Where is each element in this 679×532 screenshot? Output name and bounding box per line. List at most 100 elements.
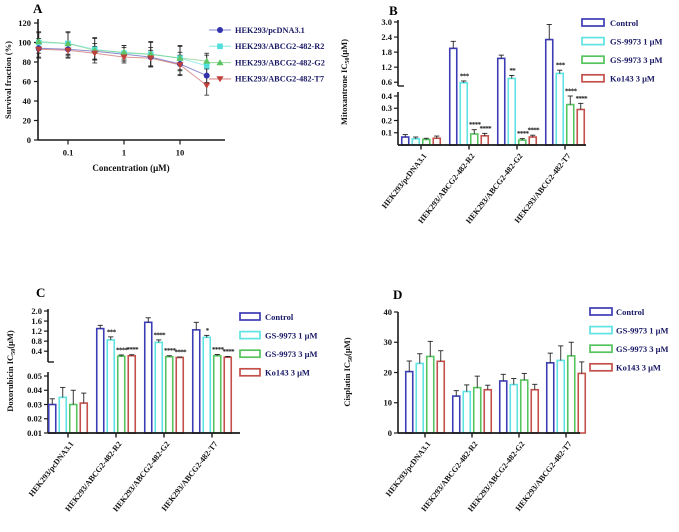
bar — [79, 402, 89, 434]
y-tick-label: 2.4 — [381, 32, 392, 42]
x-tick-label: 1 — [122, 148, 126, 158]
panel-d: 0 10 20 30 40 HEK293/pcDNA3.1 HEK293/ABCG2-482… — [330, 266, 679, 532]
bar — [68, 403, 78, 434]
x-tick-label: 0.1 — [63, 148, 74, 158]
panel-letter-c: C — [36, 285, 46, 300]
data-point — [64, 47, 72, 54]
data-point — [176, 62, 184, 69]
y-tick-label: 0.2 — [381, 115, 392, 125]
bar — [127, 354, 137, 434]
significance-marker: **** — [126, 346, 139, 354]
bar — [509, 383, 519, 434]
bar — [556, 359, 566, 434]
y-tick-label: 120 — [18, 18, 31, 28]
bar — [566, 355, 576, 434]
significance-marker: **** — [222, 348, 235, 356]
bar — [143, 321, 153, 434]
y-tick-label: 0.03 — [27, 399, 42, 409]
bar — [530, 388, 540, 434]
data-point — [203, 63, 210, 69]
significance-marker: **** — [116, 346, 129, 354]
legend-swatch — [239, 330, 261, 340]
bar — [425, 355, 435, 434]
mitoxantrone-ic50-bar-chart: 0.61.21.82.43.00.10.20.30.4*************… — [339, 17, 663, 226]
y-tick-label: 0.04 — [27, 385, 43, 395]
bar — [202, 336, 212, 434]
bar — [411, 138, 421, 146]
panel-c: 0.4 0.8 1.2 1.6 2.0 0.01 0.02 0.03 0.04 0.05 *** **… — [0, 266, 340, 532]
data-point — [217, 43, 223, 50]
y-axis-label: Cisplatin IC50(μM) — [342, 337, 354, 406]
bar — [472, 386, 482, 434]
y-tick-label: 1.6 — [31, 316, 42, 326]
bar — [483, 388, 493, 434]
data-point — [64, 40, 72, 47]
data-point — [217, 27, 223, 33]
bar — [404, 370, 414, 434]
category-label: HEK293/pcDNA3.1 — [380, 152, 429, 211]
bar — [545, 362, 555, 434]
bar — [58, 396, 68, 434]
legend-swatch — [589, 362, 613, 372]
data-point — [147, 55, 155, 62]
panel-letter-a: A — [33, 1, 43, 16]
bar — [462, 390, 472, 434]
significance-marker: **** — [575, 95, 588, 103]
significance-marker: *** — [460, 72, 470, 80]
data-point — [203, 57, 211, 64]
bar — [436, 360, 446, 434]
category-label: HEK293/ABCG2-482-T7 — [513, 152, 573, 225]
bar — [47, 403, 57, 434]
legend-label: GS-9973 3 μM — [265, 349, 318, 359]
y-axis-label: Mitoxantrone IC50(μM) — [339, 39, 351, 125]
y-tick-label: 20 — [23, 115, 32, 125]
y-tick-label: 20 — [384, 367, 393, 377]
legend-label: HEK293/pcDNA3.1 — [235, 26, 305, 35]
legend-swatch — [589, 344, 613, 354]
y-tick-label: 40 — [384, 307, 393, 317]
category-label: HEK293/pcDNA3.1 — [384, 440, 433, 499]
y-tick-label: 100 — [18, 37, 31, 47]
data-point — [216, 59, 224, 66]
significance-marker: **** — [212, 346, 225, 354]
y-axis-label: Survival fraction (%) — [3, 41, 13, 119]
y-tick-label: 3.0 — [381, 17, 392, 27]
y-tick-label: 40 — [23, 96, 32, 106]
significance-marker: **** — [527, 127, 540, 135]
bar — [519, 379, 529, 434]
bar — [175, 356, 185, 434]
x-tick-label: 10 — [176, 148, 185, 158]
bar — [577, 372, 587, 434]
bar — [154, 341, 164, 434]
significance-marker: *** — [556, 62, 566, 70]
legend-swatch — [581, 73, 605, 83]
legend-swatch — [589, 307, 613, 316]
y-tick-label: 0 — [27, 135, 31, 145]
legend-swatch — [589, 325, 613, 335]
significance-marker: **** — [565, 88, 578, 96]
data-point — [203, 82, 211, 89]
doxorubicin-ic50-bar-chart: 0.40.81.21.62.00.010.020.030.040.05*** **… — [5, 306, 318, 514]
bar — [116, 355, 126, 434]
significance-marker: *** — [107, 328, 117, 336]
legend-label: HEK293/ABCG2-482-T7 — [235, 75, 324, 84]
category-label: HEK293/pcDNA3.1 — [27, 440, 76, 499]
cisplatin-ic50-bar-chart: 0 10 20 30 40 HEK293/pcDNA3.1 HEK293/ABCG2-482… — [342, 307, 669, 514]
significance-marker: * — [206, 327, 210, 335]
legend-label: Control — [610, 18, 639, 28]
y-tick-label: 1.2 — [31, 326, 42, 336]
y-tick-label: 0.3 — [381, 103, 392, 113]
data-point — [176, 54, 184, 61]
bar — [576, 108, 586, 146]
legend-label: Ko143 3 μM — [610, 74, 655, 84]
legend-label: Ko143 3 μM — [616, 363, 661, 373]
data-point — [35, 46, 43, 53]
data-point — [120, 54, 128, 61]
bar — [448, 47, 458, 146]
panel-a: 0 20 40 60 80 100 120 0.1 1 10 Concentration (μM) S… — [0, 0, 340, 266]
y-tick-label: 0.01 — [27, 428, 42, 438]
bar — [528, 136, 538, 146]
bar — [507, 77, 517, 146]
data-point — [216, 76, 224, 83]
